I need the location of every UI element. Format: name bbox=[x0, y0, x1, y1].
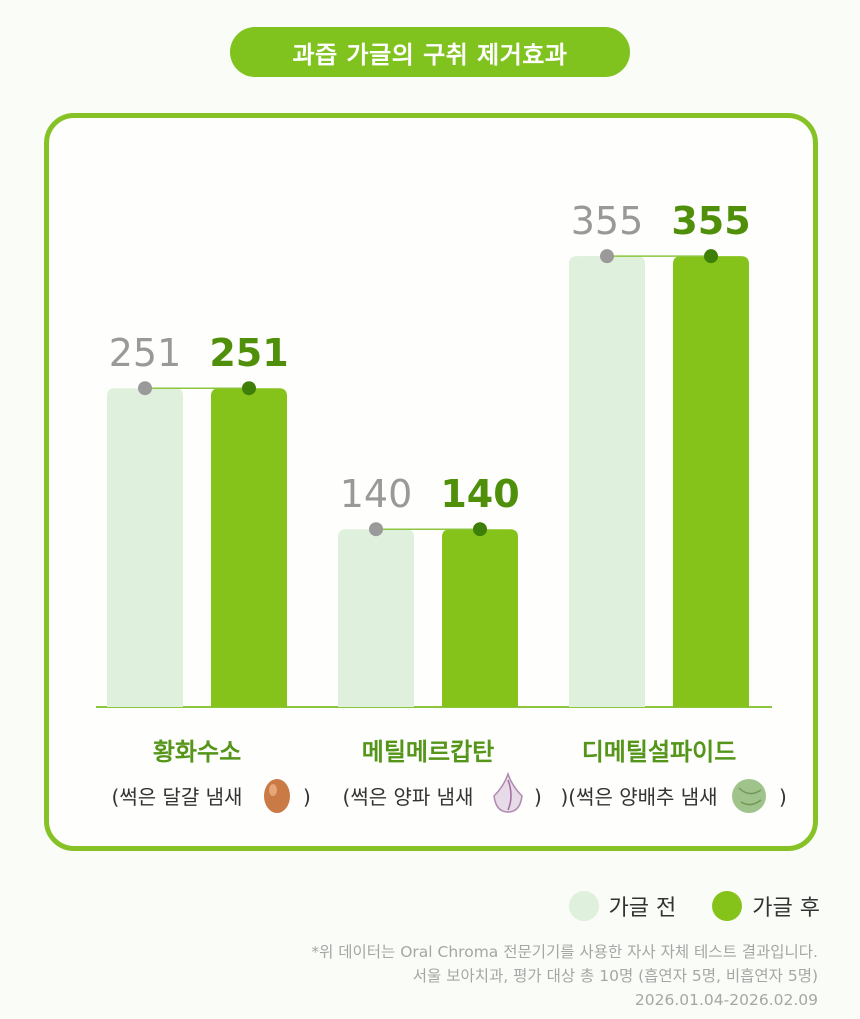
bar-before-2 bbox=[569, 256, 645, 707]
legend-item-before: 가글 전 bbox=[568, 890, 677, 922]
value-label-before-0: 251 bbox=[109, 331, 182, 375]
category-label-1: 메틸메르캅탄 bbox=[362, 738, 494, 766]
value-label-after-0: 251 bbox=[209, 331, 288, 375]
legend-item-after: 가글 후 bbox=[712, 890, 820, 922]
category-label-2: 디메틸설파이드 bbox=[582, 738, 737, 766]
bar-before-1 bbox=[338, 529, 414, 707]
legend: 가글 전 가글 후 bbox=[568, 890, 820, 922]
bar-after-2 bbox=[673, 256, 749, 707]
cabbage-icon bbox=[732, 779, 766, 813]
point-before-0 bbox=[138, 381, 152, 396]
category-label-0: 황화수소 bbox=[153, 738, 241, 766]
value-label-before-1: 140 bbox=[340, 472, 413, 516]
onion-line bbox=[507, 779, 512, 811]
onion-icon bbox=[493, 771, 523, 813]
point-after-2 bbox=[704, 249, 718, 264]
cabbage-shape bbox=[732, 779, 766, 813]
point-before-1 bbox=[369, 522, 383, 537]
egg-highlight bbox=[269, 784, 277, 796]
legend-label-before: 가글 전 bbox=[608, 896, 677, 921]
category-note-close-0: ) bbox=[303, 785, 311, 809]
footnote: *위 데이터는 Oral Chroma 전문기기를 사용한 자사 자체 테스트 … bbox=[311, 940, 818, 1012]
legend-swatch-after bbox=[712, 891, 743, 921]
point-after-1 bbox=[473, 522, 487, 537]
category-note-0: (썩은 달걀 냄새 bbox=[112, 785, 243, 809]
category-note-close-2: ) bbox=[779, 785, 787, 809]
value-label-after-2: 355 bbox=[671, 199, 750, 243]
bar-before-0 bbox=[107, 388, 183, 707]
category-note-2: )(썩은 양배추 냄새 bbox=[560, 785, 717, 809]
bar-after-0 bbox=[211, 388, 287, 707]
footnote-line-1: *위 데이터는 Oral Chroma 전문기기를 사용한 자사 자체 테스트 … bbox=[311, 943, 818, 961]
value-label-before-2: 355 bbox=[571, 199, 644, 243]
legend-label-after: 가글 후 bbox=[752, 896, 820, 921]
point-after-0 bbox=[242, 381, 256, 396]
onion-shape bbox=[493, 771, 523, 813]
point-before-2 bbox=[600, 249, 614, 264]
category-note-close-1: ) bbox=[534, 785, 542, 809]
value-label-after-1: 140 bbox=[440, 472, 519, 516]
egg-icon bbox=[264, 779, 290, 813]
bar-after-1 bbox=[442, 529, 518, 707]
egg-shape bbox=[264, 779, 290, 813]
footnote-line-3: 2026.01.04-2026.02.09 bbox=[634, 991, 818, 1009]
footnote-line-2: 서울 보아치과, 평가 대상 총 10명 (흡연자 5명, 비흡연자 5명) bbox=[412, 967, 818, 985]
category-note-1: (썩은 양파 냄새 bbox=[343, 785, 474, 809]
legend-swatch-before bbox=[568, 891, 599, 921]
chart-title: 과즙 가글의 구취 제거효과 bbox=[230, 27, 630, 77]
cabbage-veins bbox=[738, 787, 762, 806]
